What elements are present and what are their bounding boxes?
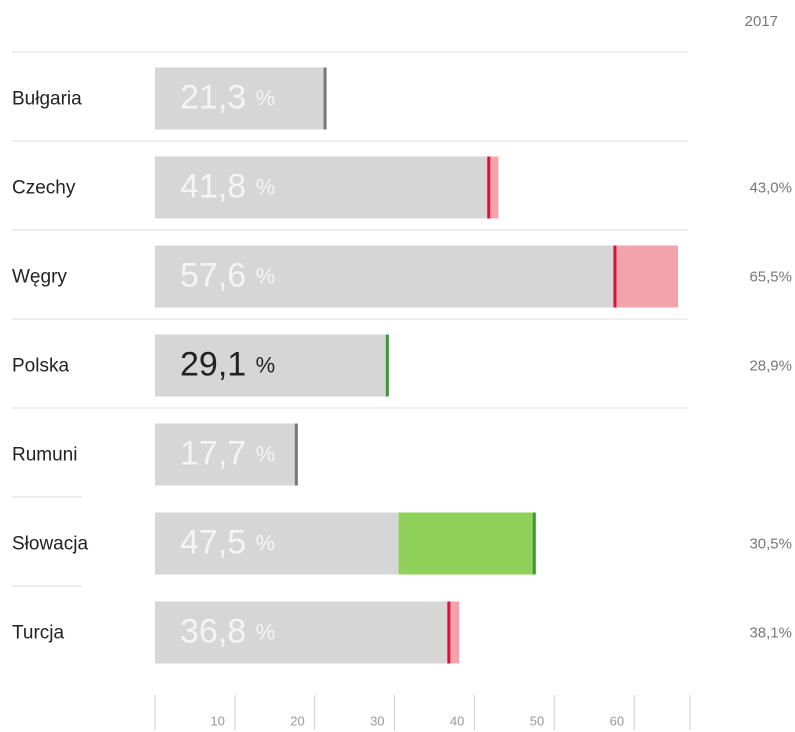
value-label: 47,5 % [180, 523, 275, 561]
value-marker [613, 245, 617, 308]
category-label: Czechy [12, 178, 76, 199]
change-fall [448, 601, 460, 664]
value-label: 17,7 % [180, 434, 275, 472]
category-label: Turcja [12, 623, 65, 644]
previous-value-label: 43,0% [749, 179, 792, 196]
value-label: 57,6 % [180, 256, 275, 294]
bar [155, 512, 399, 575]
previous-value-label: 38,1% [749, 624, 792, 641]
category-label: Polska [12, 356, 69, 377]
category-label: Węgry [12, 267, 67, 288]
value-marker [323, 67, 327, 130]
value-label: 36,8 % [180, 612, 275, 650]
bar [155, 67, 326, 130]
bar [155, 601, 449, 664]
x-tick-label: 20 [290, 713, 304, 728]
bar [155, 423, 297, 486]
x-tick-label: 30 [370, 713, 384, 728]
previous-value-label: 65,5% [749, 268, 792, 285]
x-tick-label: 50 [530, 713, 544, 728]
change-rise [398, 512, 535, 575]
value-marker [385, 334, 389, 397]
value-marker [532, 512, 536, 575]
previous-value-label: 28,9% [749, 357, 792, 374]
previous-value-label: 30,5% [749, 535, 792, 552]
value-label: 21,3 % [180, 78, 275, 116]
value-marker [447, 601, 451, 664]
change-fall [488, 156, 499, 219]
value-label: 41,8 % [180, 167, 275, 205]
x-tick-label: 10 [210, 713, 224, 728]
bar [155, 334, 386, 397]
value-marker [487, 156, 491, 219]
column-header: 2017 [745, 13, 778, 30]
x-tick-label: 60 [610, 713, 624, 728]
category-label: Słowacja [12, 534, 88, 555]
value-marker [294, 423, 298, 486]
category-label: Bułgaria [12, 89, 82, 110]
value-label: 29,1 % [180, 345, 275, 383]
bar [155, 245, 615, 308]
bar [155, 156, 489, 219]
category-label: Rumuni [12, 445, 77, 466]
change-fall [614, 245, 679, 308]
x-tick-label: 40 [450, 713, 464, 728]
